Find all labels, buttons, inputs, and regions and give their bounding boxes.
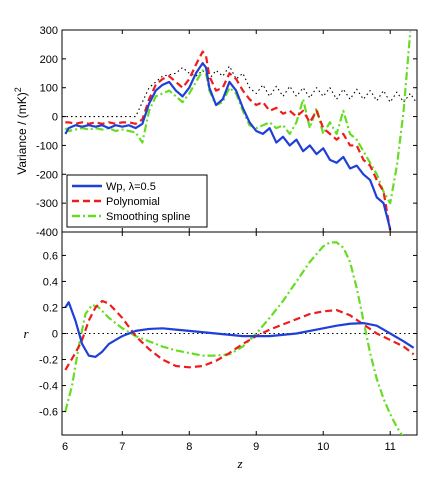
correlation-y-tick-label: -0.4 xyxy=(39,381,58,393)
z-x-tick-label: 11 xyxy=(384,441,395,453)
correlation-panel: -0.6 -0.4 -0.2 0 0.2 0.4 0.6 6 7 8 9 10 11 r z xyxy=(23,231,418,471)
legend-label-polynomial: Polynomial xyxy=(106,196,160,208)
z-x-tick-label: 6 xyxy=(62,441,68,453)
variance-y-tick-label: 200 xyxy=(40,54,58,66)
legend-label-wp: Wp, λ=0.5 xyxy=(106,181,156,193)
variance-y-tick-label: -200 xyxy=(36,169,58,181)
z-x-tick-label: 9 xyxy=(253,441,259,453)
variance-y-tick-label: 100 xyxy=(40,83,58,95)
correlation-y-tick-label: 0 xyxy=(52,329,58,341)
z-x-ticks: 6 7 8 9 10 11 xyxy=(62,441,396,453)
z-x-tick-label: 10 xyxy=(317,441,329,453)
variance-series-polynomial xyxy=(65,50,392,231)
variance-series-group xyxy=(62,31,417,231)
variance-series-wp-0-5 xyxy=(64,62,392,230)
variance-y-tick-label: -100 xyxy=(36,140,58,152)
correlation-y-tick-label: 0.2 xyxy=(43,302,58,314)
z-x-tick-label: 7 xyxy=(119,441,125,453)
correlation-series-smoothing-spline xyxy=(64,241,404,435)
variance-y-axis-label-text: Variance / (mK) xyxy=(15,92,29,174)
variance-y-tick-label: -300 xyxy=(36,198,58,210)
correlation-series-group xyxy=(62,241,417,435)
correlation-y-tick-label: -0.6 xyxy=(39,407,58,419)
correlation-y-tick-label: 0.4 xyxy=(43,276,58,288)
correlation-series-wp-0-5 xyxy=(64,301,415,359)
variance-panel: -400 -300 -200 -100 0 100 200 300 Variance / (m… xyxy=(13,25,418,239)
legend: Wp, λ=0.5 Polynomial Smoothing spline xyxy=(66,174,208,228)
legend-label-smoothing-spline: Smoothing spline xyxy=(106,211,190,223)
z-x-axis-label: z xyxy=(236,456,242,471)
variance-series-smoothing-spline xyxy=(64,31,412,205)
correlation-y-ticks: -0.6 -0.4 -0.2 0 0.2 0.4 0.6 xyxy=(39,232,417,435)
correlation-y-tick-label: -0.2 xyxy=(39,355,58,367)
z-x-tick-label: 8 xyxy=(186,441,192,453)
variance-y-axis-label: Variance / (mK)2 xyxy=(13,87,29,174)
variance-y-tick-label: 300 xyxy=(40,25,58,37)
correlation-y-tick-label: 0.6 xyxy=(43,250,58,262)
variance-y-axis-label-superscript: 2 xyxy=(13,87,23,92)
legend-box xyxy=(66,174,208,228)
correlation-y-axis-label: r xyxy=(23,326,29,341)
variance-y-tick-label: -400 xyxy=(36,227,58,239)
variance-y-ticks: -400 -300 -200 -100 0 100 200 300 xyxy=(36,25,417,239)
variance-y-tick-label: 0 xyxy=(52,112,58,124)
variance-series-zero-reference xyxy=(62,65,417,118)
correlation-series-polynomial xyxy=(64,299,415,371)
